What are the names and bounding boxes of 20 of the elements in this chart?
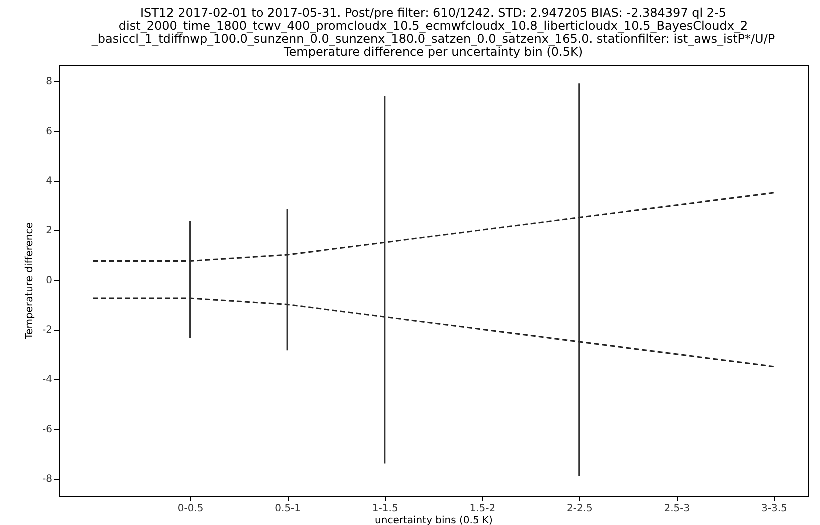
y-axis-title: Temperature difference [24,222,36,340]
chart-title: IST12 2017-02-01 to 2017-05-31. Post/pre filter: 610/1242. STD: 2.947205 BIAS: -2.384397 ql 2-5 dist_2000_time_1800_tcwv_400_promcloudx_10.5_ecmwfcloudx_10.8_liberticloudx_10.5_BayesCloudx_2 _basiccl_1_tdiffnwp_100.0_sunzenn_0.0_sunzenx_180.0_satzen_0.0_satzenx_165.0. stationfilter: ist_aws_istP*/U/P Temperature difference per uncertainty bin (0.5K) [90,6,776,59]
x-tick-label: 2-2.5 [566,504,593,514]
x-tick-label: 1.5-2 [470,504,496,514]
y-tick-label: -4 [42,374,52,386]
line-series [92,192,775,262]
x-tick-label: 2.5-3 [664,504,690,514]
y-tick-label: 0 [46,275,52,286]
y-tick-label: -2 [42,325,52,336]
y-tick-label: 6 [46,126,52,138]
y-tick-label: 8 [46,76,52,88]
line-series [92,298,775,368]
x-tick-label: 0.5-1 [275,504,302,514]
x-tick-label: 1-1.5 [372,504,398,514]
y-tick-label: -6 [42,424,52,436]
y-tick-label: -8 [42,474,52,486]
x-tick-label: 3-3.5 [762,504,788,514]
x-tick-label: 0-0.5 [178,504,204,514]
y-tick-label: 4 [46,176,52,188]
y-tick-label: 2 [46,226,52,237]
